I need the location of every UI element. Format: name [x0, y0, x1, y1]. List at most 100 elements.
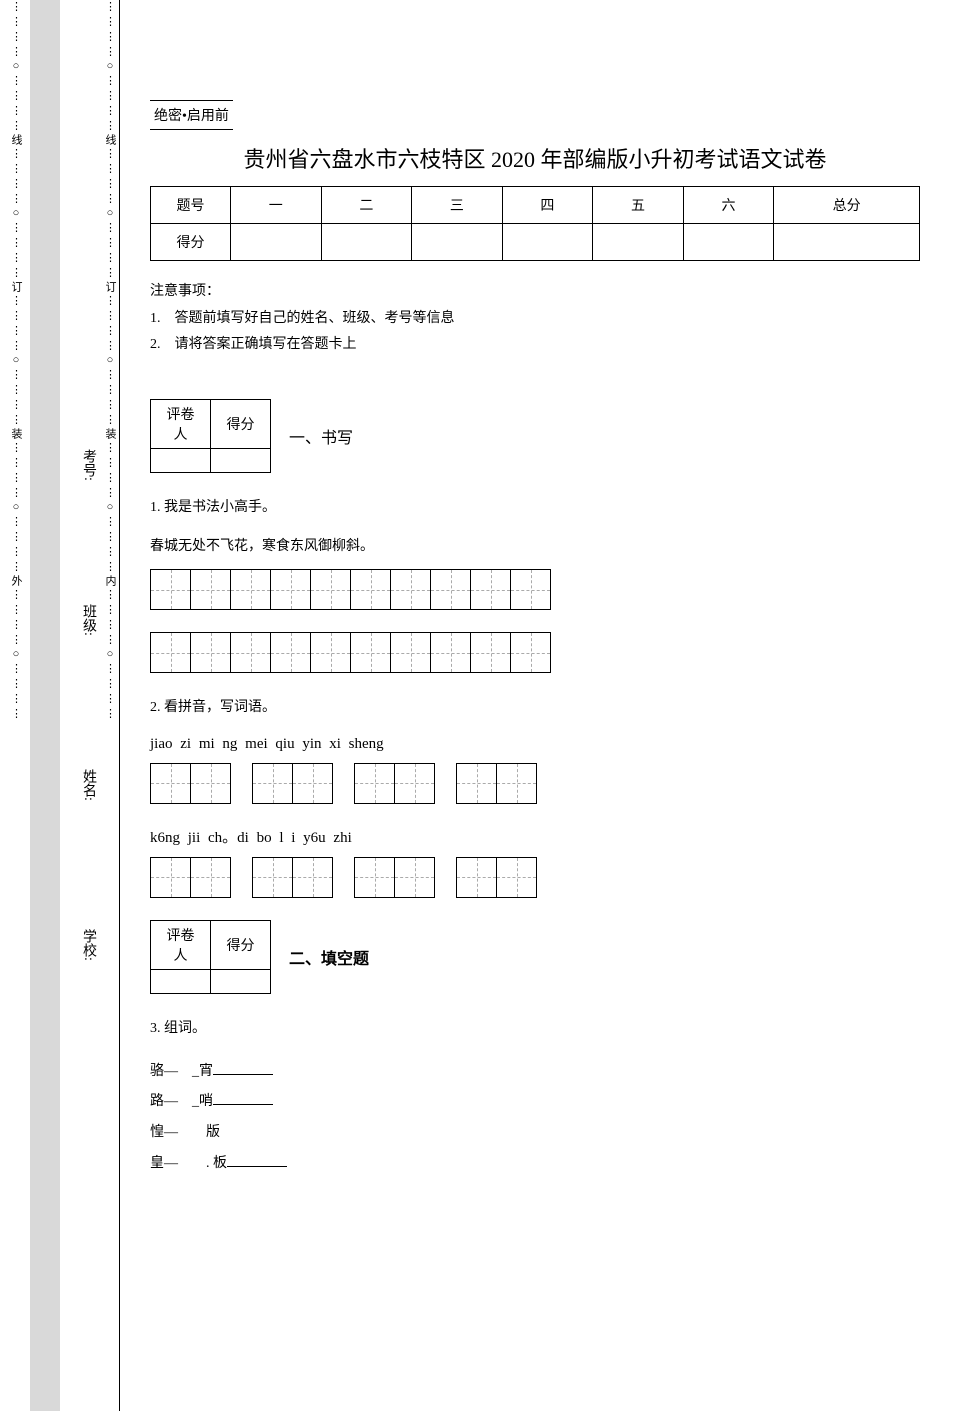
writing-cell[interactable]: [252, 763, 293, 804]
writing-cell[interactable]: [190, 632, 231, 673]
table-row: 题号 一 二 三 四 五 六 总分: [151, 187, 920, 224]
grid-group: [252, 763, 332, 804]
grid-group: [150, 857, 230, 898]
outer-dotted-line: ⋮⋮⋮⋮○⋮⋮⋮⋮线⋮⋮⋮⋮○⋮⋮⋮⋮订⋮⋮⋮⋮○⋮⋮⋮⋮装⋮⋮⋮⋮○⋮⋮⋮⋮外…: [8, 0, 24, 1411]
question-3: 3. 组词。: [150, 1016, 920, 1043]
grid-group: [456, 857, 536, 898]
writing-grid-row: [150, 569, 920, 610]
pair-r: _宵: [192, 1064, 213, 1079]
cell: 总分: [774, 187, 920, 224]
writing-cell[interactable]: [310, 569, 351, 610]
cell[interactable]: [502, 224, 593, 261]
pair-r: 版: [192, 1125, 220, 1140]
fill-line[interactable]: [213, 1104, 273, 1105]
writing-cell[interactable]: [150, 632, 191, 673]
grader-cell[interactable]: [211, 969, 271, 993]
writing-cell[interactable]: [430, 569, 471, 610]
fill-line[interactable]: [227, 1166, 287, 1167]
writing-cell[interactable]: [150, 763, 191, 804]
grader-cell[interactable]: [151, 969, 211, 993]
grader-table: 评卷人 得分: [150, 399, 271, 473]
margin-outer-strip: ⋮⋮⋮⋮○⋮⋮⋮⋮线⋮⋮⋮⋮○⋮⋮⋮⋮订⋮⋮⋮⋮○⋮⋮⋮⋮装⋮⋮⋮⋮○⋮⋮⋮⋮外…: [0, 0, 30, 1411]
writing-cell[interactable]: [390, 569, 431, 610]
cell[interactable]: [321, 224, 412, 261]
writing-cell[interactable]: [150, 569, 191, 610]
notice-heading: 注意事项：: [150, 279, 920, 306]
margin-binding-area: ⋮⋮⋮⋮○⋮⋮⋮⋮线⋮⋮⋮⋮○⋮⋮⋮⋮订⋮⋮⋮⋮○⋮⋮⋮⋮装⋮⋮⋮⋮○⋮⋮⋮⋮外…: [0, 0, 120, 1411]
writing-cell[interactable]: [230, 632, 271, 673]
writing-cell[interactable]: [354, 857, 395, 898]
grader-cell: 得分: [211, 920, 271, 969]
writing-cell[interactable]: [456, 857, 497, 898]
cell[interactable]: [774, 224, 920, 261]
writing-cell[interactable]: [496, 763, 537, 804]
writing-cell[interactable]: [252, 857, 293, 898]
section-header-2: 评卷人 得分 二、填空题: [150, 920, 920, 994]
pair-l: 骆—: [150, 1064, 178, 1079]
cell[interactable]: [683, 224, 774, 261]
fill-line[interactable]: [213, 1074, 273, 1075]
writing-cell[interactable]: [350, 632, 391, 673]
writing-cell[interactable]: [394, 857, 435, 898]
cell: 三: [412, 187, 503, 224]
main-content: 绝密•启用前 贵州省六盘水市六枝特区 2020 年部编版小升初考试语文试卷 题号…: [120, 0, 970, 1411]
writing-cell[interactable]: [496, 857, 537, 898]
writing-cell[interactable]: [510, 632, 551, 673]
section-title-2: 二、填空题: [289, 945, 369, 969]
cell: 五: [593, 187, 684, 224]
writing-cell[interactable]: [470, 569, 511, 610]
writing-cell[interactable]: [150, 857, 191, 898]
grader-cell: 评卷人: [151, 399, 211, 448]
cell[interactable]: [412, 224, 503, 261]
cell-label: 得分: [151, 224, 231, 261]
score-table: 题号 一 二 三 四 五 六 总分 得分: [150, 186, 920, 261]
writing-cell[interactable]: [470, 632, 511, 673]
writing-cell[interactable]: [350, 569, 391, 610]
cell: 四: [502, 187, 593, 224]
writing-cell[interactable]: [190, 569, 231, 610]
notice-item: 2. 请将答案正确填写在答题卡上: [150, 332, 920, 359]
cell: 一: [231, 187, 322, 224]
writing-cell[interactable]: [430, 632, 471, 673]
pinyin-line-2: k6ng jii ch。di bo l i y6u zhi: [150, 826, 920, 847]
cell[interactable]: [593, 224, 684, 261]
q1-poem: 春城无处不飞花，寒食东风御柳斜。: [150, 535, 920, 555]
writing-cell[interactable]: [292, 857, 333, 898]
cell[interactable]: [231, 224, 322, 261]
cell: 六: [683, 187, 774, 224]
writing-grid-row: [150, 763, 920, 804]
pair-r: . 板: [192, 1156, 227, 1171]
pair-l: 惶—: [150, 1125, 178, 1140]
table-row: 得分: [151, 224, 920, 261]
writing-cell[interactable]: [510, 569, 551, 610]
notice-item: 1. 答题前填写好自己的姓名、班级、考号等信息: [150, 306, 920, 333]
writing-cell[interactable]: [190, 857, 231, 898]
cell: 二: [321, 187, 412, 224]
writing-cell[interactable]: [390, 632, 431, 673]
writing-cell[interactable]: [190, 763, 231, 804]
writing-cell[interactable]: [354, 763, 395, 804]
grader-cell[interactable]: [211, 448, 271, 472]
writing-cell[interactable]: [230, 569, 271, 610]
writing-cell[interactable]: [270, 569, 311, 610]
question-1: 1. 我是书法小高手。: [150, 495, 920, 522]
writing-cell[interactable]: [456, 763, 497, 804]
writing-cell[interactable]: [292, 763, 333, 804]
inner-dotted-line: ⋮⋮⋮⋮○⋮⋮⋮⋮线⋮⋮⋮⋮○⋮⋮⋮⋮订⋮⋮⋮⋮○⋮⋮⋮⋮装⋮⋮⋮⋮○⋮⋮⋮⋮内…: [102, 0, 118, 1411]
writing-cell[interactable]: [310, 632, 351, 673]
notice-block: 注意事项： 1. 答题前填写好自己的姓名、班级、考号等信息 2. 请将答案正确填…: [150, 279, 920, 359]
grid-group: [252, 857, 332, 898]
grader-cell[interactable]: [151, 448, 211, 472]
grid-group: [150, 763, 230, 804]
pair-r: _哨: [192, 1094, 213, 1109]
confidential-mark: 绝密•启用前: [150, 100, 233, 130]
grader-cell: 评卷人: [151, 920, 211, 969]
cell-label: 题号: [151, 187, 231, 224]
margin-gray-strip: 学校: 姓名: 班级: 考号:: [30, 0, 60, 1411]
margin-inner-strip: ⋮⋮⋮⋮○⋮⋮⋮⋮线⋮⋮⋮⋮○⋮⋮⋮⋮订⋮⋮⋮⋮○⋮⋮⋮⋮装⋮⋮⋮⋮○⋮⋮⋮⋮内…: [60, 0, 120, 1411]
writing-grid-row: [150, 857, 920, 898]
writing-grid-row: [150, 632, 920, 673]
pair-l: 路—: [150, 1094, 178, 1109]
writing-cell[interactable]: [270, 632, 311, 673]
writing-cell[interactable]: [394, 763, 435, 804]
